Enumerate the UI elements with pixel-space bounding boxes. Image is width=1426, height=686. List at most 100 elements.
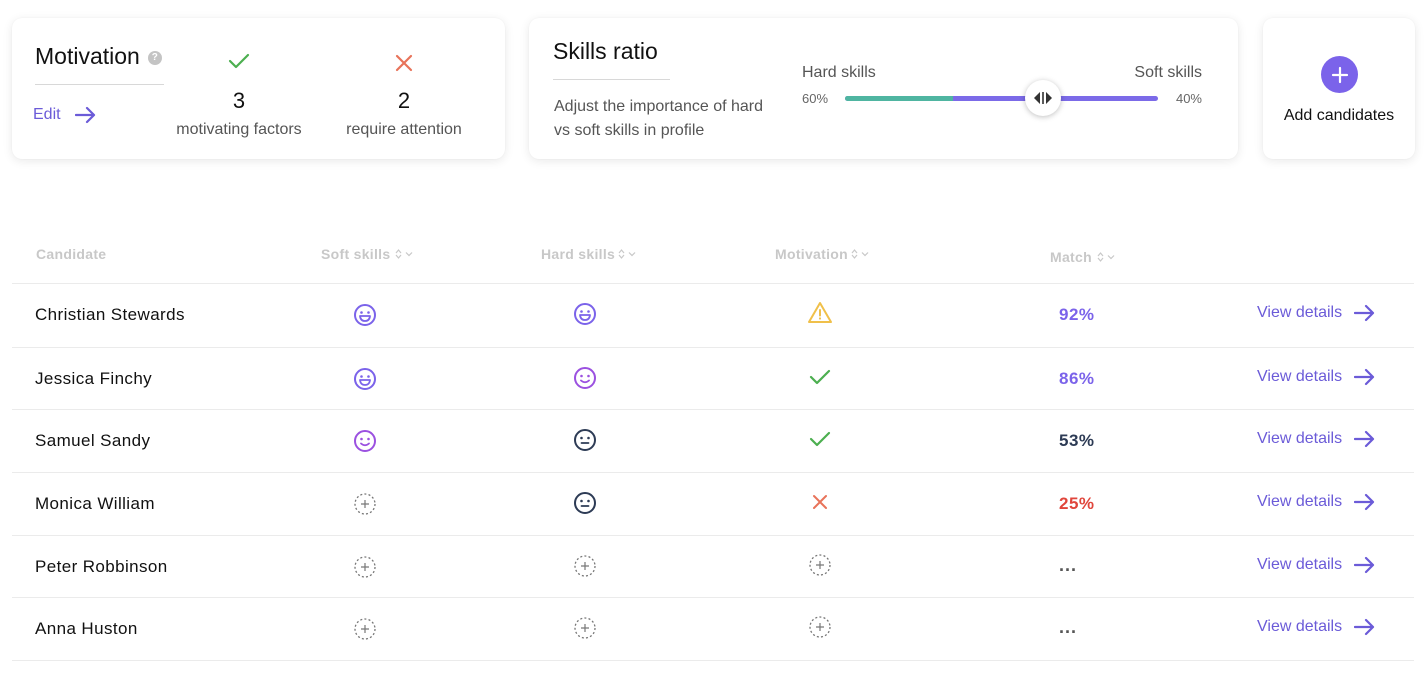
candidate-name: Samuel Sandy <box>35 431 151 450</box>
skills-ratio-card: Skills ratio Adjust the importance of ha… <box>529 18 1238 159</box>
motivation-title: Motivation <box>35 43 140 69</box>
hard-skills-percent: 60% <box>802 91 829 106</box>
warning-icon <box>807 300 833 326</box>
require-attention-label: require attention <box>346 121 462 138</box>
table-row: Christian Stewards 92% View details <box>12 283 1414 345</box>
check-icon <box>807 364 833 390</box>
neutral-face-icon <box>572 427 598 453</box>
column-header-label: Candidate <box>36 246 107 262</box>
view-details-label: View details <box>1257 618 1343 635</box>
hard-skills-label: Hard skills <box>802 64 876 81</box>
add-candidates-card[interactable]: Add candidates <box>1263 18 1415 159</box>
check-icon <box>807 426 833 452</box>
add-dashed-icon[interactable] <box>807 552 833 578</box>
skills-ratio-slider-handle[interactable] <box>1025 80 1061 116</box>
plus-icon <box>1331 66 1348 83</box>
candidate-name: Monica William <box>35 494 155 513</box>
add-candidates-label: Add candidates <box>1283 107 1395 124</box>
soft-skills-label: Soft skills <box>1134 64 1202 81</box>
motivating-factors-count: 3 <box>232 88 246 113</box>
drag-arrows-icon <box>1034 92 1052 104</box>
smiling-face-icon <box>572 365 598 391</box>
add-dashed-icon[interactable] <box>572 553 598 579</box>
match-value: 92% <box>1059 305 1095 324</box>
cross-icon <box>395 54 413 72</box>
view-details-label: View details <box>1257 556 1343 573</box>
column-header-label: Match <box>1050 249 1092 265</box>
require-attention-count: 2 <box>397 88 411 113</box>
candidate-name: Jessica Finchy <box>35 369 153 388</box>
match-value: 25% <box>1059 494 1095 513</box>
arrow-right-icon <box>1354 304 1375 322</box>
table-row: Monica William 25% View details <box>12 472 1414 534</box>
sort-icon[interactable] <box>618 248 636 260</box>
column-header-label: Motivation <box>775 246 848 262</box>
add-dashed-icon[interactable] <box>572 615 598 641</box>
laughing-face-icon <box>352 302 378 328</box>
hard-skills-fill <box>845 96 953 101</box>
column-header-candidate: Candidate <box>36 246 106 262</box>
match-value: ... <box>1059 555 1078 575</box>
laughing-face-icon <box>572 301 598 327</box>
cross-icon <box>807 489 833 515</box>
view-details-label: View details <box>1257 368 1343 385</box>
view-details-label: View details <box>1257 430 1343 447</box>
arrow-right-icon <box>74 106 95 124</box>
view-details-button[interactable]: View details <box>1257 493 1376 511</box>
view-details-button[interactable]: View details <box>1257 618 1376 636</box>
arrow-right-icon <box>1354 618 1375 636</box>
divider <box>553 79 670 80</box>
sort-icon[interactable] <box>395 248 413 260</box>
column-header-label: Soft skills <box>321 246 391 262</box>
sort-icon[interactable] <box>1097 251 1115 263</box>
question-icon[interactable]: ? <box>147 50 162 65</box>
match-value: ... <box>1059 617 1078 637</box>
view-details-label: View details <box>1257 493 1343 510</box>
motivating-factors-stat: 3 motivating factors <box>172 48 306 139</box>
arrow-right-icon <box>1354 556 1375 574</box>
table-row: Peter Robbinson... View details <box>12 535 1414 597</box>
sort-icon[interactable] <box>851 248 869 260</box>
candidate-name: Christian Stewards <box>35 305 185 324</box>
column-header-soft-skills[interactable]: Soft skills <box>321 246 413 262</box>
skills-ratio-description: Adjust the importance of hard vs soft sk… <box>554 98 764 139</box>
view-details-button[interactable]: View details <box>1257 556 1376 574</box>
arrow-right-icon <box>1354 493 1375 511</box>
add-dashed-icon[interactable] <box>807 614 833 640</box>
divider <box>35 84 164 85</box>
add-dashed-icon[interactable] <box>352 554 378 580</box>
candidate-name: Peter Robbinson <box>35 557 168 576</box>
table-row: Anna Huston... View details <box>12 597 1414 659</box>
soft-skills-percent: 40% <box>1175 91 1202 106</box>
edit-label: Edit <box>33 106 61 123</box>
add-candidates-button[interactable] <box>1321 56 1358 93</box>
column-header-match[interactable]: Match <box>1050 249 1115 265</box>
smiling-face-icon <box>352 428 378 454</box>
add-dashed-icon[interactable] <box>352 616 378 642</box>
candidate-name: Anna Huston <box>35 619 138 638</box>
neutral-face-icon <box>572 490 598 516</box>
motivation-title-wrap: Motivation ? <box>35 43 162 70</box>
match-value: 53% <box>1059 431 1095 450</box>
add-dashed-icon[interactable] <box>352 491 378 517</box>
column-header-motivation[interactable]: Motivation <box>775 246 869 262</box>
column-header-hard-skills[interactable]: Hard skills <box>541 246 636 262</box>
arrow-right-icon <box>1354 430 1375 448</box>
table-row: Samuel Sandy 53% View details <box>12 409 1414 471</box>
skills-ratio-title: Skills ratio <box>553 38 658 64</box>
column-header-label: Hard skills <box>541 246 616 262</box>
view-details-button[interactable]: View details <box>1257 368 1376 386</box>
arrow-right-icon <box>1354 368 1375 386</box>
require-attention-stat: 2 require attention <box>334 52 474 139</box>
check-icon <box>228 53 250 69</box>
view-details-label: View details <box>1257 304 1343 321</box>
divider <box>12 660 1414 661</box>
table-row: Jessica Finchy 86% View details <box>12 347 1414 409</box>
edit-motivation-button[interactable]: Edit <box>33 106 97 124</box>
view-details-button[interactable]: View details <box>1257 304 1376 322</box>
view-details-button[interactable]: View details <box>1257 430 1376 448</box>
skills-ratio-slider-track[interactable] <box>845 96 1158 101</box>
match-value: 86% <box>1059 369 1095 388</box>
motivation-card: Motivation ? Edit 3 motivating factors 2… <box>12 18 505 159</box>
motivating-factors-label: motivating factors <box>176 121 302 138</box>
